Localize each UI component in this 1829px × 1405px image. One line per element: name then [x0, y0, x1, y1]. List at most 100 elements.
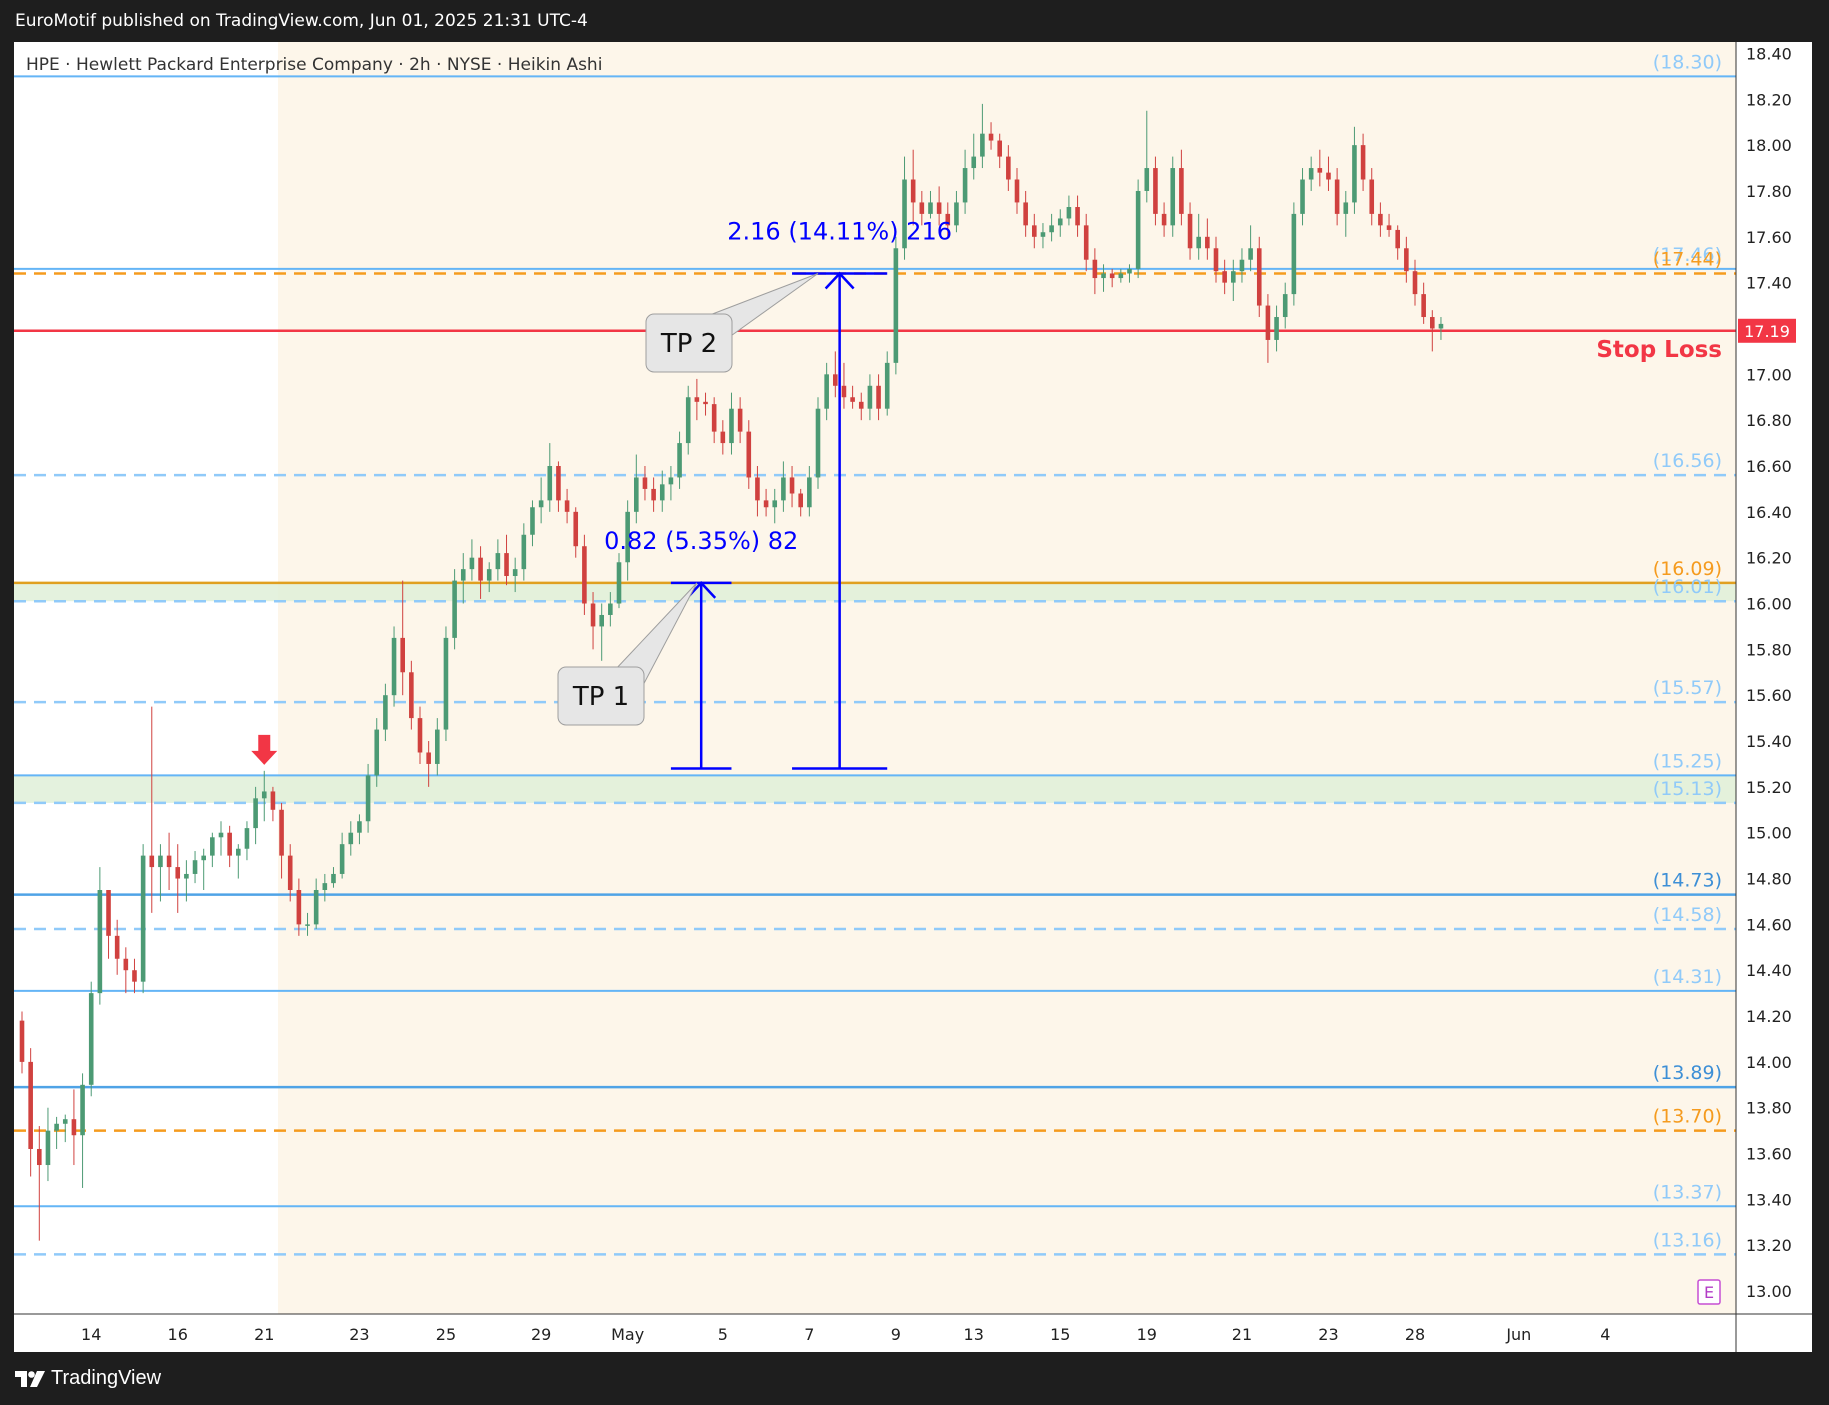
- x-tick-label: 23: [1318, 1325, 1338, 1344]
- level-label: (16.01): [1653, 576, 1722, 598]
- y-tick-label: 17.40: [1746, 274, 1792, 293]
- y-tick-label: 14.60: [1746, 915, 1792, 934]
- candle-body: [789, 477, 795, 494]
- candle-body: [538, 500, 544, 508]
- y-tick-label: 16.80: [1746, 411, 1792, 430]
- level-label: (13.89): [1653, 1062, 1722, 1084]
- measure-arrowhead: [824, 271, 855, 290]
- level-label: (18.30): [1653, 51, 1722, 73]
- candle-body: [928, 202, 933, 214]
- candle-body: [599, 614, 604, 627]
- y-tick-label: 14.20: [1746, 1007, 1792, 1026]
- callout-box: [645, 313, 733, 373]
- y-tick-label: 15.20: [1746, 778, 1792, 797]
- candle-body: [1109, 273, 1115, 279]
- candle-body: [954, 202, 959, 226]
- candle-body: [815, 408, 821, 478]
- candle-body: [1032, 225, 1037, 237]
- candle-body: [37, 1148, 42, 1166]
- level-label: (14.73): [1653, 870, 1722, 892]
- candle-body: [850, 397, 855, 402]
- candle-body: [1256, 248, 1262, 306]
- candle-body: [1395, 229, 1400, 249]
- chart-title: HPE · Hewlett Packard Enterprise Company…: [26, 55, 602, 75]
- price-chart[interactable]: (18.30) (17.46)(17.44) Stop Loss (16.56) (16…: [14, 42, 1812, 1352]
- level-label: (13.16): [1653, 1229, 1722, 1251]
- candle-body: [1161, 213, 1167, 226]
- candle-body: [971, 156, 977, 169]
- y-tick-label: 14.40: [1746, 961, 1792, 980]
- candle-body: [409, 672, 414, 719]
- candle-body: [729, 408, 734, 444]
- candle-body: [1153, 168, 1158, 214]
- x-tick-label: May: [611, 1325, 644, 1344]
- candle-body: [218, 832, 224, 838]
- x-tick-label: 23: [349, 1325, 369, 1344]
- candle-body: [1213, 248, 1219, 272]
- candle-body: [755, 477, 760, 501]
- candle-body: [746, 431, 752, 478]
- candle-body: [495, 553, 501, 570]
- y-tick-label: 14.00: [1746, 1053, 1792, 1072]
- candle-body: [1144, 168, 1150, 191]
- candle-body: [175, 867, 181, 879]
- candle-body: [1404, 248, 1409, 272]
- candle-body: [1274, 317, 1279, 340]
- callout-label: TP 2: [660, 329, 717, 359]
- y-tick-label: 15.80: [1746, 640, 1792, 659]
- candle-body: [1135, 190, 1141, 269]
- candle-body: [1265, 305, 1271, 340]
- candle-body: [305, 924, 310, 926]
- candle-body: [530, 507, 535, 535]
- y-tick-label: 15.60: [1746, 686, 1792, 705]
- candle-body: [1083, 225, 1089, 260]
- candle-body: [1006, 156, 1011, 180]
- x-tick-label: 15: [1050, 1325, 1070, 1344]
- callout-label: TP 1: [572, 682, 629, 712]
- candle-body: [763, 500, 769, 508]
- candle-body: [365, 775, 371, 822]
- x-tick-label: 21: [254, 1325, 274, 1344]
- candle-body: [19, 1020, 25, 1062]
- candle-body: [1386, 225, 1392, 230]
- callout-pointer: [613, 582, 698, 692]
- candle-body: [625, 511, 630, 563]
- candle-body: [798, 493, 803, 508]
- candle-body: [1430, 317, 1435, 329]
- candle-body: [1023, 202, 1028, 226]
- footer-bar: TradingView: [0, 1352, 1829, 1405]
- candle-body: [720, 431, 726, 444]
- candle-body: [1187, 213, 1193, 249]
- chart-frame[interactable]: (18.30) (17.46) (17.44) Stop Loss (16.56) (16…: [14, 42, 1812, 1352]
- candle-body: [192, 860, 198, 874]
- candle-body: [833, 374, 838, 386]
- level-label: (14.31): [1653, 966, 1722, 988]
- candle-body: [936, 202, 942, 214]
- candle-body: [988, 133, 994, 141]
- level-label: (13.37): [1653, 1181, 1722, 1203]
- candle-body: [893, 248, 899, 363]
- candle-body: [1378, 213, 1383, 226]
- candle-body: [582, 546, 587, 604]
- candle-body: [1092, 259, 1098, 279]
- candle-body: [62, 1119, 68, 1124]
- y-tick-label: 13.60: [1746, 1145, 1792, 1164]
- candle-body: [1170, 168, 1176, 226]
- candle-body: [261, 791, 267, 799]
- y-tick-label: 13.80: [1746, 1099, 1792, 1118]
- y-tick-label: 17.00: [1746, 365, 1792, 384]
- level-label: (16.09): [1653, 558, 1722, 580]
- y-tick-label: 15.40: [1746, 732, 1792, 751]
- candle-body: [512, 569, 518, 577]
- candle-body: [443, 637, 449, 730]
- y-tick-label: 13.40: [1746, 1190, 1792, 1209]
- candle-body: [210, 837, 215, 856]
- session-highlight: [278, 42, 1736, 1314]
- y-tick-label: 16.20: [1746, 549, 1792, 568]
- candle-body: [331, 873, 336, 884]
- candle-body: [608, 603, 613, 615]
- x-tick-label: 4: [1600, 1325, 1610, 1344]
- tradingview-logo[interactable]: TradingView: [15, 1367, 161, 1390]
- candle-body: [1421, 294, 1426, 318]
- candle-body: [140, 855, 146, 982]
